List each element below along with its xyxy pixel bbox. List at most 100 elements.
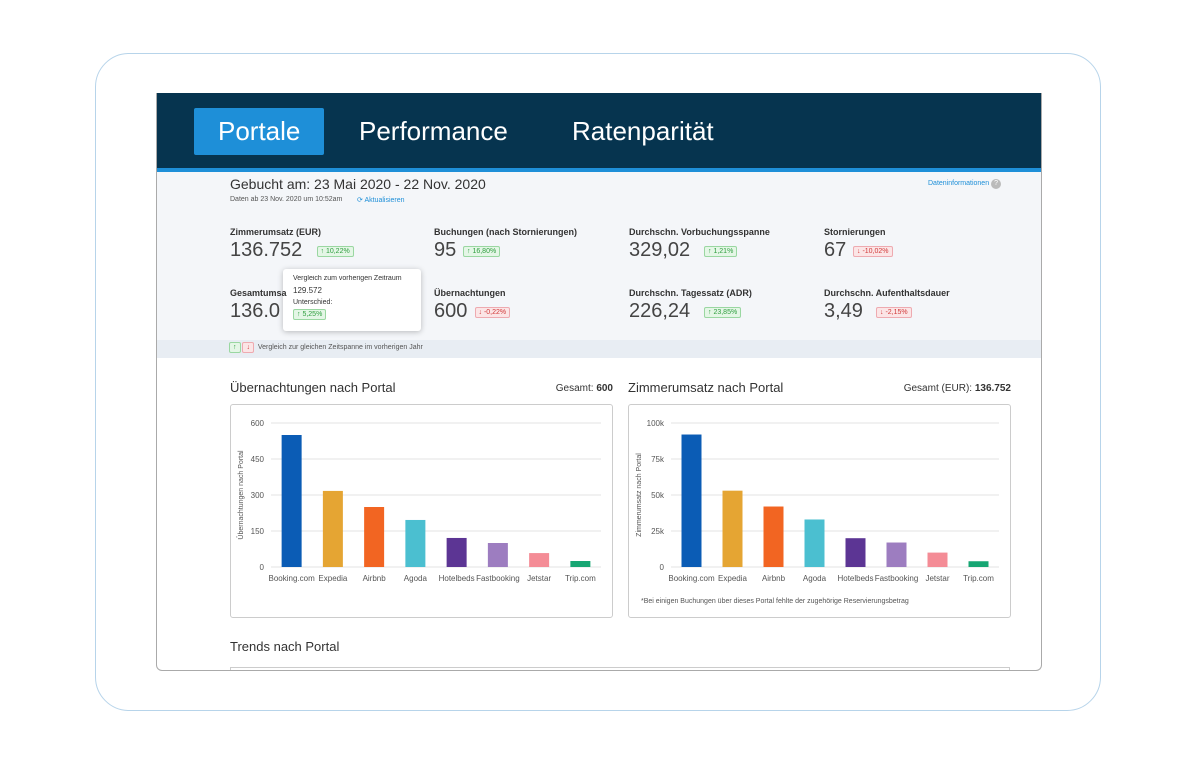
bar [364, 507, 385, 567]
kpi-label: Durchschn. Tagessatz (ADR) [629, 288, 752, 298]
kpi-value: 3,49 [824, 300, 863, 322]
chart-box: Übernachtungen nach Portal 0 150 300 450 600 B… [230, 404, 613, 618]
refresh-link[interactable]: ⟳ Aktualisieren [357, 197, 405, 204]
kpi-label: Durchschn. Vorbuchungsspanne [629, 227, 770, 237]
x-tick-label: Airbnb [363, 574, 387, 583]
info-link[interactable]: Dateninformationen ? [928, 179, 1002, 189]
x-tick-label: Trip.com [565, 574, 596, 583]
y-axis-label: Übernachtungen nach Portal [237, 450, 245, 540]
info-text[interactable]: Dateninformationen [928, 180, 990, 187]
y-tick-label: 50k [651, 491, 665, 500]
screen: Portale Performance Ratenparität Gebucht… [156, 93, 1042, 671]
legend-text: Vergleich zur gleichen Zeitspanne im vor… [257, 344, 423, 351]
tab[interactable]: Performance [359, 116, 508, 146]
legend-down: ↓ [242, 342, 254, 353]
total-label: Gesamt (EUR): [903, 383, 973, 394]
y-axis-label: Zimmerumsatz nach Portal [636, 453, 643, 537]
kpi-label: Buchungen (nach Stornierungen) [434, 227, 577, 237]
kpi-value: 329,02 [629, 239, 691, 261]
bar [886, 542, 907, 567]
bar [281, 435, 302, 567]
kpi-change: ↑ 16,80% [463, 246, 501, 257]
bar-chart: Zimmerumsatz nach Portal 0 25k 50k 75k 100k Bo… [636, 419, 999, 605]
kpi-value: 600 [434, 300, 468, 322]
kpi-change: ↑ 10,22% [316, 246, 354, 257]
refresh-text[interactable]: Aktualisieren [364, 197, 405, 204]
kpi-change: ↑ 23,85% [704, 307, 742, 318]
tooltip-diff-label: Unterschied: [293, 299, 333, 306]
x-tick-label: Jetstar [527, 574, 551, 583]
tab[interactable]: Ratenparität [572, 116, 714, 146]
total-label: Gesamt: [555, 383, 594, 394]
kpi-label: Gesamtumsa [230, 288, 287, 298]
bar [804, 519, 825, 567]
bar [927, 552, 948, 567]
y-tick-label: 75k [651, 455, 665, 464]
data-since: Daten ab 23 Nov. 2020 um 10:52am [230, 196, 343, 203]
bar [322, 490, 343, 567]
help-icon[interactable]: ? [991, 179, 1002, 189]
y-tick-label: 600 [251, 419, 265, 428]
x-tick-label: Agoda [803, 574, 827, 583]
nav-bar: Portale Performance Ratenparität [157, 93, 1041, 172]
chart-box: Zimmerumsatz nach Portal 0 25k 50k 75k 100k Bo… [628, 404, 1011, 618]
kpi-change: ↑ 1,21% [704, 246, 738, 257]
booked-range: Gebucht am: 23 Mai 2020 - 22 Nov. 2020 [230, 176, 486, 192]
trends-title: Trends nach Portal [230, 639, 340, 654]
kpi-value: 136.752 [230, 239, 303, 261]
kpi-change: ↓ -0,22% [474, 307, 511, 318]
tooltip-diff: ↑ 5,25% [293, 309, 327, 320]
chart-title: Übernachtungen nach Portal [230, 380, 396, 395]
y-tick-label: 450 [251, 455, 265, 464]
chart-total: Gesamt (EUR): 136.752 [904, 383, 1011, 394]
tooltip-title: Vergleich zum vorherigen Zeitraum [293, 275, 402, 282]
tab[interactable]: Portale [194, 108, 325, 155]
kpi-value: 226,24 [629, 300, 691, 322]
bar [968, 561, 989, 567]
x-tick-label: Fastbooking [476, 574, 520, 583]
x-tick-label: Jetstar [925, 574, 949, 583]
device-frame [95, 53, 1101, 711]
total-value: 136.752 [974, 383, 1011, 394]
x-tick-label: Trip.com [963, 574, 994, 583]
bar [681, 434, 702, 567]
kpi-value: 95 [434, 239, 457, 261]
kpi-change: ↓ -2,15% [876, 307, 912, 318]
y-tick-label: 0 [260, 563, 265, 572]
trends-box [230, 667, 1010, 670]
y-tick-label: 0 [660, 563, 665, 572]
bar [529, 553, 550, 567]
x-tick-label: Booking.com [269, 574, 316, 583]
kpi-change: ↓ -10,02% [853, 246, 893, 257]
x-tick-label: Expedia [718, 574, 747, 583]
bar-chart: Übernachtungen nach Portal 0 150 300 450 600 B… [237, 419, 601, 583]
bar [763, 506, 784, 567]
y-tick-label: 100k [647, 419, 665, 428]
kpi-label: Durchschn. Aufenthaltsdauer [824, 288, 950, 298]
x-tick-label: Agoda [404, 574, 428, 583]
kpi-value: 67 [824, 239, 847, 261]
total-value: 600 [596, 383, 613, 394]
tooltip: Vergleich zum vorherigen Zeitraum 129.57… [283, 269, 421, 331]
kpi-label: Zimmerumsatz (EUR) [230, 227, 322, 237]
x-tick-label: Hotelbeds [439, 574, 475, 583]
bar [446, 537, 467, 567]
chart-total: Gesamt: 600 [556, 383, 613, 394]
bar [845, 538, 866, 567]
kpi-label: Übernachtungen [434, 288, 506, 298]
bar [487, 543, 508, 567]
x-tick-label: Expedia [318, 574, 347, 583]
kpi-label: Stornierungen [824, 227, 886, 237]
bar [722, 490, 743, 567]
x-tick-label: Fastbooking [875, 574, 919, 583]
tooltip-value: 129.572 [293, 286, 322, 295]
y-tick-label: 150 [251, 527, 265, 536]
y-tick-label: 25k [651, 527, 665, 536]
x-tick-label: Booking.com [668, 574, 715, 583]
legend: ↑ ↓ Vergleich zur gleichen Zeitspanne im… [229, 342, 423, 353]
chart-title: Zimmerumsatz nach Portal [628, 380, 784, 395]
bar [405, 519, 426, 567]
legend-up: ↑ [229, 342, 241, 353]
y-tick-label: 300 [251, 491, 265, 500]
